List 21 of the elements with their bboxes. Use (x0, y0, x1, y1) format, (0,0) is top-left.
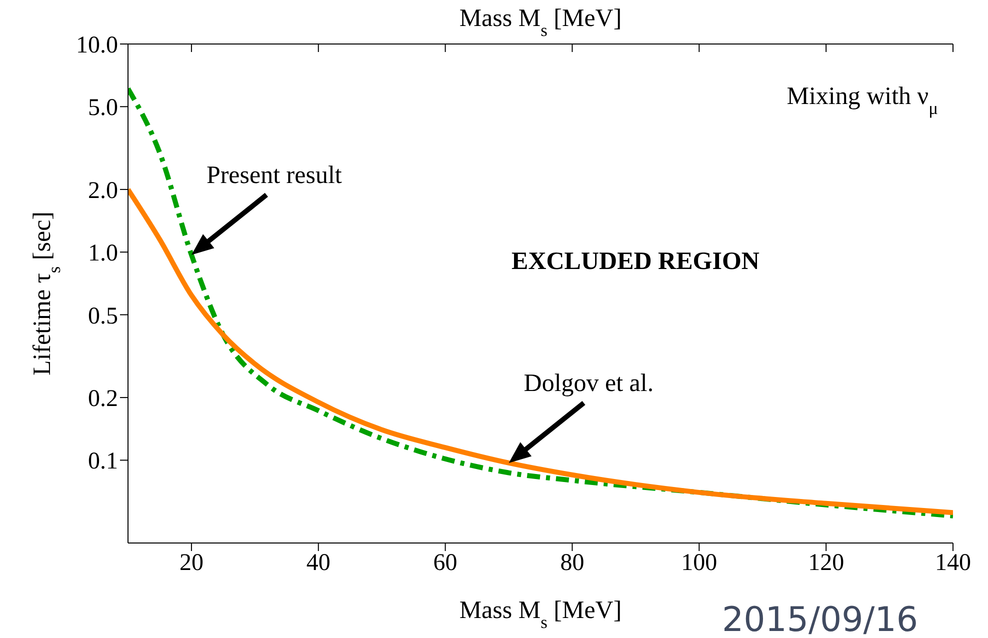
x-tick-label: 120 (808, 550, 844, 576)
y-tick-label: 1.0 (88, 240, 118, 267)
annotation: Mixing with ν$_{μ}$ (786, 83, 938, 118)
y-tick-label: 10.0 (76, 32, 118, 59)
x-tick-label: 40 (306, 550, 330, 576)
annotation: Dolgov et al. (524, 370, 654, 397)
y-tick-label: 0.1 (88, 448, 118, 475)
y-tick-label: 0.5 (88, 303, 118, 330)
y-tick-label: 0.2 (88, 386, 118, 412)
y-tick-label: 2.0 (88, 178, 118, 204)
x-tick-label: 60 (433, 550, 458, 576)
text: 2015/09/16 (722, 600, 918, 638)
x-tick-label: 100 (681, 550, 718, 576)
x-tick-label: 20 (179, 550, 204, 576)
x-axis-title: Mass M$_{s}$ [MeV] (459, 597, 622, 632)
x2-axis-title: Mass M$_{s}$ [MeV] (459, 5, 622, 40)
annotation: Present result (206, 162, 342, 189)
annotation: EXCLUDED REGION (512, 248, 760, 275)
x-tick-label: 80 (560, 550, 584, 576)
x-tick-label: 140 (935, 550, 971, 576)
y-tick-label: 5.0 (88, 95, 118, 122)
